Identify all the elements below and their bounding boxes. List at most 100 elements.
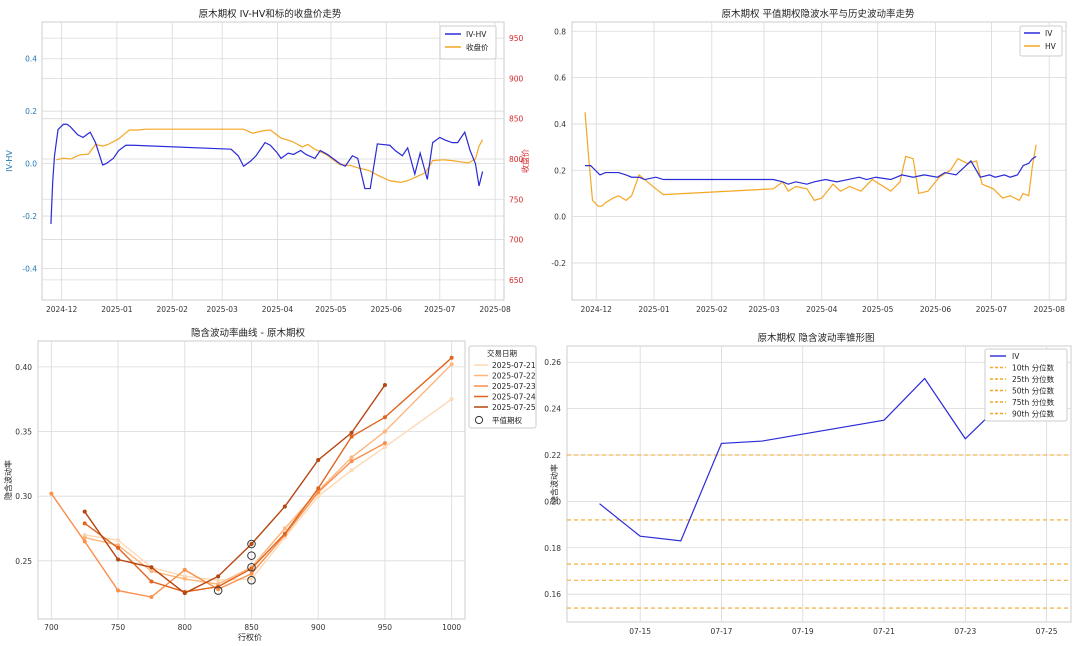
smile-point-2025-07-21 — [116, 538, 121, 543]
panel3-left-tick-label: 0.30 — [15, 492, 32, 501]
smile-point-2025-07-23 — [249, 571, 254, 576]
smile-point-2025-07-24 — [316, 486, 321, 491]
smile-point-2025-07-25 — [382, 382, 387, 387]
legend-label-2025-07-23: 2025-07-23 — [492, 382, 536, 391]
panel1-left-tick-label: 0.4 — [25, 55, 37, 64]
panel3-legend-title: 交易日期 — [487, 348, 517, 358]
panel-iv-hv-close: 原木期权 IV-HV和标的收盘价走势 -0.4 -0.2 0.0 0.2 0.4 650… — [5, 8, 530, 314]
panel4-x-ticks: 07-15 07-17 07-19 07-21 07-23 07-25 — [629, 627, 1057, 636]
legend-label-close: 收盘价 — [466, 42, 489, 52]
panel4-left-tick-label: 0.22 — [544, 451, 561, 460]
legend-label-2025-07-21: 2025-07-21 — [492, 361, 536, 370]
legend-label-cone: IV — [1012, 352, 1020, 361]
smile-point-2025-07-25 — [149, 565, 154, 570]
legend-label-iv-hv: IV-HV — [466, 30, 487, 39]
smile-line-2025-07-21 — [84, 398, 453, 581]
smile-point-2025-07-25 — [182, 591, 187, 596]
legend-label-2025-07-25: 2025-07-25 — [492, 403, 536, 412]
smile-point-2025-07-23 — [182, 567, 187, 572]
panel4-x-tick-label: 07-21 — [873, 627, 895, 636]
panel4-x-tick-label: 07-25 — [1036, 627, 1058, 636]
panel4-left-tick-label: 0.16 — [544, 590, 561, 599]
panel4-left-ticks: 0.16 0.18 0.20 0.22 0.24 0.26 — [544, 358, 561, 599]
panel1-x-tick-label: 2025-05 — [315, 305, 347, 314]
smile-point-2025-07-21 — [349, 468, 354, 473]
smile-line-2025-07-25 — [84, 384, 386, 594]
smile-point-2025-07-24 — [282, 531, 287, 536]
smile-point-2025-07-22 — [182, 576, 187, 581]
panel2-series — [584, 112, 1037, 207]
panel2-x-tick-label: 2025-07 — [976, 305, 1008, 314]
panel2-legend: IV HV — [1019, 25, 1063, 57]
panel4-left-tick-label: 0.26 — [544, 358, 561, 367]
smile-point-2025-07-25 — [82, 509, 87, 514]
smile-point-2025-07-22 — [149, 569, 154, 574]
smile-point-2025-07-22 — [282, 526, 287, 531]
atm-marker — [247, 551, 256, 560]
smile-point-2025-07-24 — [349, 434, 354, 439]
panel1-left-tick-label: -0.2 — [22, 212, 37, 221]
smile-line-2025-07-24 — [84, 357, 453, 593]
panel2-x-tick-label: 2025-03 — [748, 305, 780, 314]
panel3-x-ticks: 700 750 800 850 900 950 1000 — [44, 623, 461, 632]
panel3-left-tick-label: 0.35 — [15, 428, 32, 437]
smile-point-2025-07-24 — [382, 415, 387, 420]
panel3-x-tick-label: 850 — [244, 623, 259, 632]
smile-point-2025-07-23 — [82, 539, 87, 544]
panel3-left-tick-label: 0.25 — [15, 557, 32, 566]
series-line-hv — [584, 112, 1037, 207]
panel1-grid — [42, 22, 504, 300]
panel1-title: 原木期权 IV-HV和标的收盘价走势 — [199, 8, 342, 20]
legend-label-cone: 25th 分位数 — [1012, 374, 1055, 384]
panel1-right-tick-label: 950 — [509, 34, 524, 43]
smile-point-2025-07-23 — [49, 491, 54, 496]
smile-point-2025-07-24 — [82, 521, 87, 526]
panel2-plot-frame — [571, 21, 1067, 301]
panel2-left-tick-label: 0.0 — [554, 213, 566, 222]
panel1-plot-frame — [41, 21, 505, 301]
panel1-left-tick-label: -0.4 — [22, 265, 37, 274]
panel2-x-tick-label: 2025-02 — [696, 305, 728, 314]
panel3-x-tick-label: 950 — [378, 623, 393, 632]
panel1-x-ticks: 2024-12 2025-01 2025-02 2025-03 2025-04 2025-… — [46, 305, 511, 314]
panel4-x-tick-label: 07-19 — [792, 627, 814, 636]
smile-point-2025-07-21 — [216, 578, 221, 583]
smile-point-2025-07-23 — [382, 441, 387, 446]
panel2-left-ticks: -0.2 0.0 0.2 0.4 0.6 0.8 — [551, 27, 566, 268]
smile-line-2025-07-23 — [50, 442, 386, 598]
panel2-left-tick-label: 0.8 — [554, 27, 566, 36]
panel1-left-tick-label: 0.2 — [25, 107, 37, 116]
panel1-left-ticks: -0.4 -0.2 0.0 0.2 0.4 — [22, 55, 37, 274]
panel1-right-tick-label: 850 — [509, 115, 524, 124]
panel4-left-tick-label: 0.18 — [544, 544, 561, 553]
smile-point-2025-07-23 — [116, 588, 121, 593]
smile-point-2025-07-22 — [82, 535, 87, 540]
panel3-x-tick-label: 800 — [178, 623, 193, 632]
panel1-y2label: 收盘价 — [520, 149, 530, 173]
panel3-ylabel: 隐含波动率 — [3, 460, 13, 500]
panel2-left-tick-label: 0.2 — [554, 166, 566, 175]
panel2-x-tick-label: 2025-06 — [920, 305, 952, 314]
smile-point-2025-07-24 — [449, 355, 454, 360]
legend-label-cone: 50th 分位数 — [1012, 386, 1055, 396]
panel1-x-tick-label: 2025-04 — [262, 305, 294, 314]
smile-point-2025-07-22 — [349, 455, 354, 460]
panel1-x-tick-label: 2025-07 — [424, 305, 456, 314]
series-line-iv-hv — [50, 123, 484, 224]
panel4-left-tick-label: 0.20 — [544, 497, 561, 506]
panel3-xlabel: 行权价 — [238, 632, 262, 642]
legend-label-cone: 75th 分位数 — [1012, 397, 1055, 407]
smile-point-2025-07-21 — [249, 576, 254, 581]
panel3-x-tick-label: 900 — [311, 623, 326, 632]
smile-point-2025-07-22 — [449, 362, 454, 367]
panel3-x-tick-label: 1000 — [442, 623, 461, 632]
smile-point-2025-07-24 — [249, 566, 254, 571]
series-line-iv — [585, 155, 1037, 185]
panel1-x-tick-label: 2024-12 — [46, 305, 78, 314]
legend-label-hv: HV — [1045, 42, 1057, 51]
panel2-x-tick-label: 2025-08 — [1034, 305, 1066, 314]
panel2-title: 原木期权 平值期权隐波水平与历史波动率走势 — [721, 8, 915, 20]
panel4-x-tick-label: 07-23 — [954, 627, 976, 636]
